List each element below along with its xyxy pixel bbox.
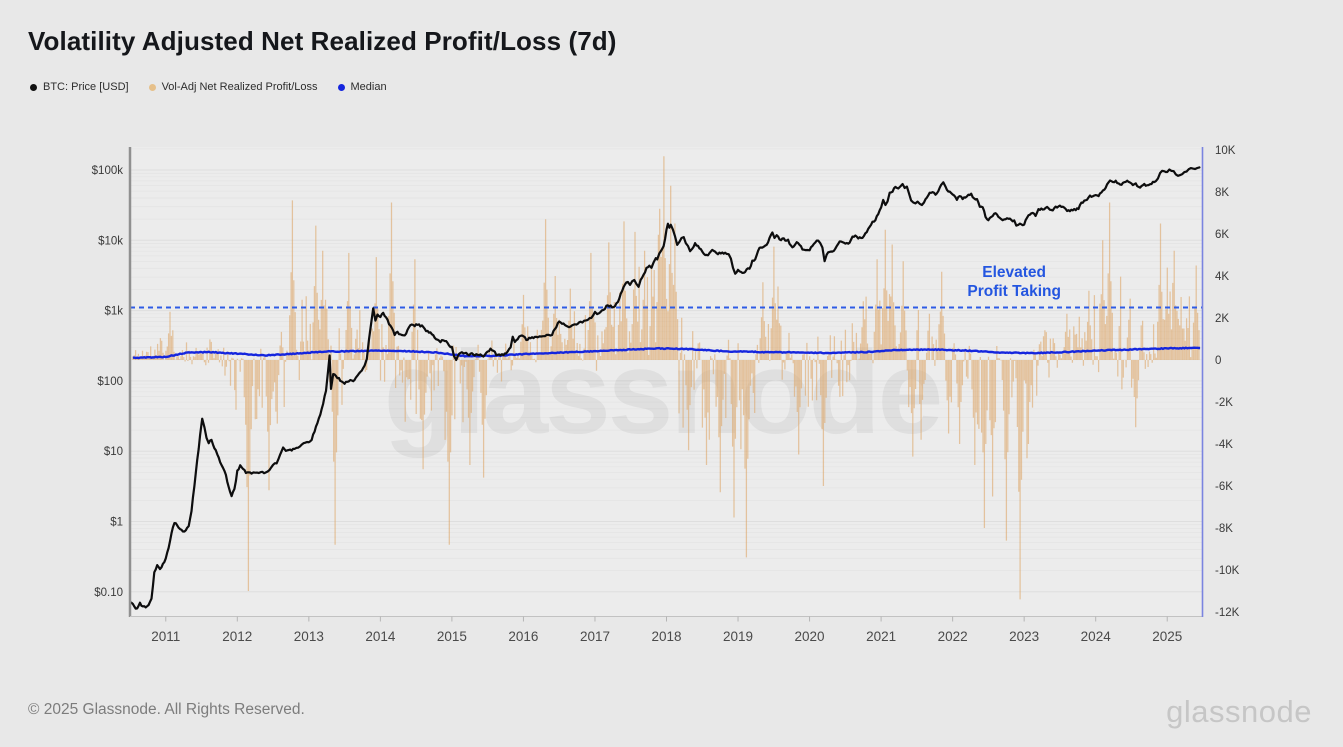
right-axis-label: -8K	[1215, 523, 1233, 535]
x-axis-label: 2016	[508, 629, 538, 644]
btc-price-line	[130, 166, 1201, 610]
x-axis-label: 2013	[294, 629, 324, 644]
legend-item-2[interactable]: Median	[337, 81, 387, 93]
x-axis-label: 2021	[866, 629, 896, 644]
legend-label: BTC: Price [USD]	[43, 81, 129, 93]
right-axis-label: 0	[1215, 355, 1221, 367]
x-axis-label: 2023	[1009, 629, 1039, 644]
right-axis-label: 8K	[1215, 187, 1229, 199]
x-axis-label: 2015	[437, 629, 467, 644]
legend-dot	[30, 83, 37, 91]
right-axis-labels: 10K 8K 6K 4K 2K 0 -2K -4K -6K -8K -10K -12K	[1215, 145, 1240, 619]
x-axis-label: 2017	[580, 629, 610, 644]
elevated-profit-taking-annotation: Elevated Profit Taking	[967, 264, 1061, 300]
left-axis-labels: $100k $10k $1k $100 $10 $1 $0.10	[92, 165, 124, 599]
right-axis-label: -6K	[1215, 481, 1233, 493]
right-axis-label: 2K	[1215, 313, 1229, 325]
x-axis-label: 2020	[795, 629, 825, 644]
left-axis-label: $10	[104, 446, 123, 458]
left-axis-label: $0.10	[94, 587, 123, 599]
legend-label: Median	[350, 81, 387, 93]
median-line	[132, 346, 1201, 360]
legend: BTC: Price [USD] Vol-Adj Net Realized Pro…	[30, 81, 387, 93]
copyright-text: © 2025 Glassnode. All Rights Reserved.	[28, 701, 305, 718]
legend-item-1[interactable]: Vol-Adj Net Realized Profit/Loss	[148, 81, 318, 93]
svg-text:Profit Taking: Profit Taking	[967, 283, 1061, 300]
x-axis-label: 2011	[151, 629, 180, 644]
left-axis-label: $1	[110, 517, 123, 529]
x-axis-label: 2022	[938, 629, 968, 644]
left-axis-label: $10k	[98, 235, 123, 247]
x-axis-label: 2019	[723, 629, 753, 644]
gridlines	[130, 148, 1203, 593]
x-axis-labels: 2011 2012 2013 2014 2015 2016 2017 2018 2019 2020…	[151, 616, 1182, 644]
bars-series-vol-adj-net-realized-profit-loss	[132, 156, 1200, 600]
legend-item-0[interactable]: BTC: Price [USD]	[30, 81, 129, 93]
legend-dot	[148, 83, 156, 91]
legend-label: Vol-Adj Net Realized Profit/Loss	[161, 81, 318, 93]
left-axis-label: $100	[97, 376, 123, 388]
right-axis-label: -10K	[1215, 565, 1240, 577]
legend-dot	[337, 83, 345, 91]
left-axis-label: $100k	[92, 165, 124, 177]
right-axis-label: -4K	[1215, 439, 1233, 451]
x-axis-label: 2012	[222, 629, 252, 644]
right-axis-label: -12K	[1215, 607, 1240, 619]
right-axis-label: 4K	[1215, 271, 1229, 283]
x-axis-label: 2018	[651, 629, 681, 644]
x-axis-label: 2025	[1152, 629, 1182, 644]
svg-text:Elevated: Elevated	[982, 264, 1046, 281]
right-axis-label: -2K	[1215, 397, 1233, 409]
chart-title: Volatility Adjusted Net Realized Profit/…	[28, 26, 617, 56]
right-axis-label: 6K	[1215, 229, 1229, 241]
x-axis-label: 2024	[1081, 629, 1112, 644]
right-axis-label: 10K	[1215, 145, 1236, 157]
left-axis-label: $1k	[104, 306, 123, 318]
glassnode-logo: glassnode	[1166, 694, 1312, 729]
x-axis-label: 2014	[365, 629, 396, 644]
